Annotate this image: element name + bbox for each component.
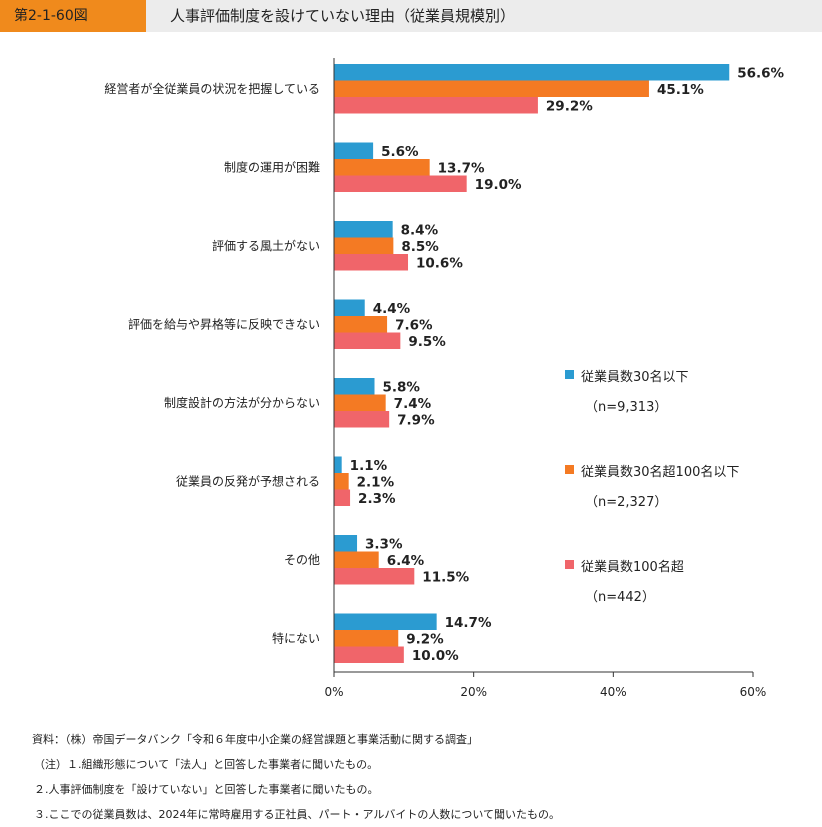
bar (334, 80, 649, 97)
data-label: 7.9% (397, 412, 435, 428)
data-label: 8.5% (401, 239, 439, 255)
category-label: 制度の運用が困難 (224, 159, 320, 174)
bar (334, 630, 399, 647)
bar (334, 299, 365, 316)
figure-header: 第2-1-60図 人事評価制度を設けていない理由（従業員規模別） (0, 0, 822, 32)
legend-label: 従業員数30名以下 (581, 370, 689, 385)
x-tick-label: 0% (324, 685, 343, 699)
category-label: 特にない (272, 630, 320, 645)
bar (334, 316, 388, 333)
bar (334, 646, 404, 663)
data-label: 14.7% (445, 615, 492, 631)
x-tick-label: 60% (740, 685, 767, 699)
legend-swatch-series-2 (565, 465, 574, 474)
data-label: 4.4% (373, 301, 411, 317)
category-label: 従業員の反発が予想される (176, 473, 320, 488)
data-label: 6.4% (387, 553, 425, 569)
data-label: 29.2% (546, 98, 593, 114)
data-label: 7.6% (395, 317, 433, 333)
note-1: （注）１.組織形態について「法人」と回答した事業者に聞いたもの。 (34, 758, 379, 771)
data-label: 13.7% (438, 160, 485, 176)
data-label: 11.5% (422, 569, 469, 585)
x-tick-label: 40% (600, 685, 627, 699)
bar (334, 411, 390, 428)
figure-title: 人事評価制度を設けていない理由（従業員規模別） (170, 7, 516, 25)
bar (334, 456, 342, 473)
figure-number: 第2-1-60図 (14, 8, 88, 24)
legend-sample-size: （n=442） (585, 590, 655, 605)
data-label: 56.6% (737, 65, 784, 81)
data-label: 3.3% (365, 536, 403, 552)
bar (334, 613, 437, 630)
data-label: 2.3% (358, 491, 396, 507)
bar (334, 221, 393, 238)
data-label: 10.6% (416, 255, 463, 271)
data-label: 9.5% (408, 334, 446, 350)
category-label: その他 (284, 553, 320, 567)
data-label: 9.2% (406, 631, 444, 647)
category-label: 評価する風土がない (212, 238, 320, 253)
figure-tag (0, 0, 146, 32)
bar (334, 535, 358, 552)
legend-swatch-series-1 (565, 370, 574, 379)
category-label: 評価を給与や昇格等に反映できない (128, 316, 320, 331)
note-source: 資料：（株）帝国データバンク「令和６年度中小企業の経営課題と事業活動に関する調査… (32, 733, 479, 746)
legend-label: 従業員数30名超100名以下 (581, 465, 740, 480)
bar (334, 254, 409, 271)
note-3: ３.ここでの従業員数は、2024年に常時雇用する正社員、パート・アルバイトの人数… (34, 808, 561, 821)
data-label: 1.1% (350, 458, 388, 474)
bar (334, 237, 394, 254)
category-label: 制度設計の方法が分からない (164, 395, 320, 410)
bar (334, 568, 415, 585)
bar-chart: 経営者が全従業員の状況を把握している 56.6% 45.1% 29.2% 制度の運用が困… (104, 58, 785, 699)
data-label: 8.4% (401, 222, 439, 238)
bar (334, 551, 379, 568)
bar (334, 159, 430, 176)
bar (334, 97, 538, 114)
bar (334, 378, 375, 395)
bar (334, 394, 386, 411)
data-label: 5.8% (383, 379, 421, 395)
category-label: 経営者が全従業員の状況を把握している (104, 81, 320, 96)
x-tick-label: 20% (460, 685, 487, 699)
bar (334, 142, 374, 159)
data-label: 19.0% (475, 177, 522, 193)
legend-sample-size: （n=2,327） (585, 495, 668, 510)
data-label: 5.6% (381, 144, 419, 160)
legend-swatch-series-3 (565, 560, 574, 569)
data-label: 2.1% (357, 474, 395, 490)
data-label: 7.4% (394, 396, 432, 412)
data-label: 10.0% (412, 648, 459, 664)
legend-sample-size: （n=9,313） (585, 400, 668, 415)
bar (334, 175, 467, 192)
bar (334, 64, 730, 81)
note-2: ２.人事評価制度を「設けていない」と回答した事業者に聞いたもの。 (34, 783, 379, 796)
data-label: 45.1% (657, 82, 704, 98)
bar (334, 489, 351, 506)
source-notes: 資料：（株）帝国データバンク「令和６年度中小企業の経営課題と事業活動に関する調査… (32, 727, 560, 827)
bar (334, 473, 349, 490)
legend-label: 従業員数100名超 (581, 560, 684, 575)
bar (334, 332, 401, 349)
